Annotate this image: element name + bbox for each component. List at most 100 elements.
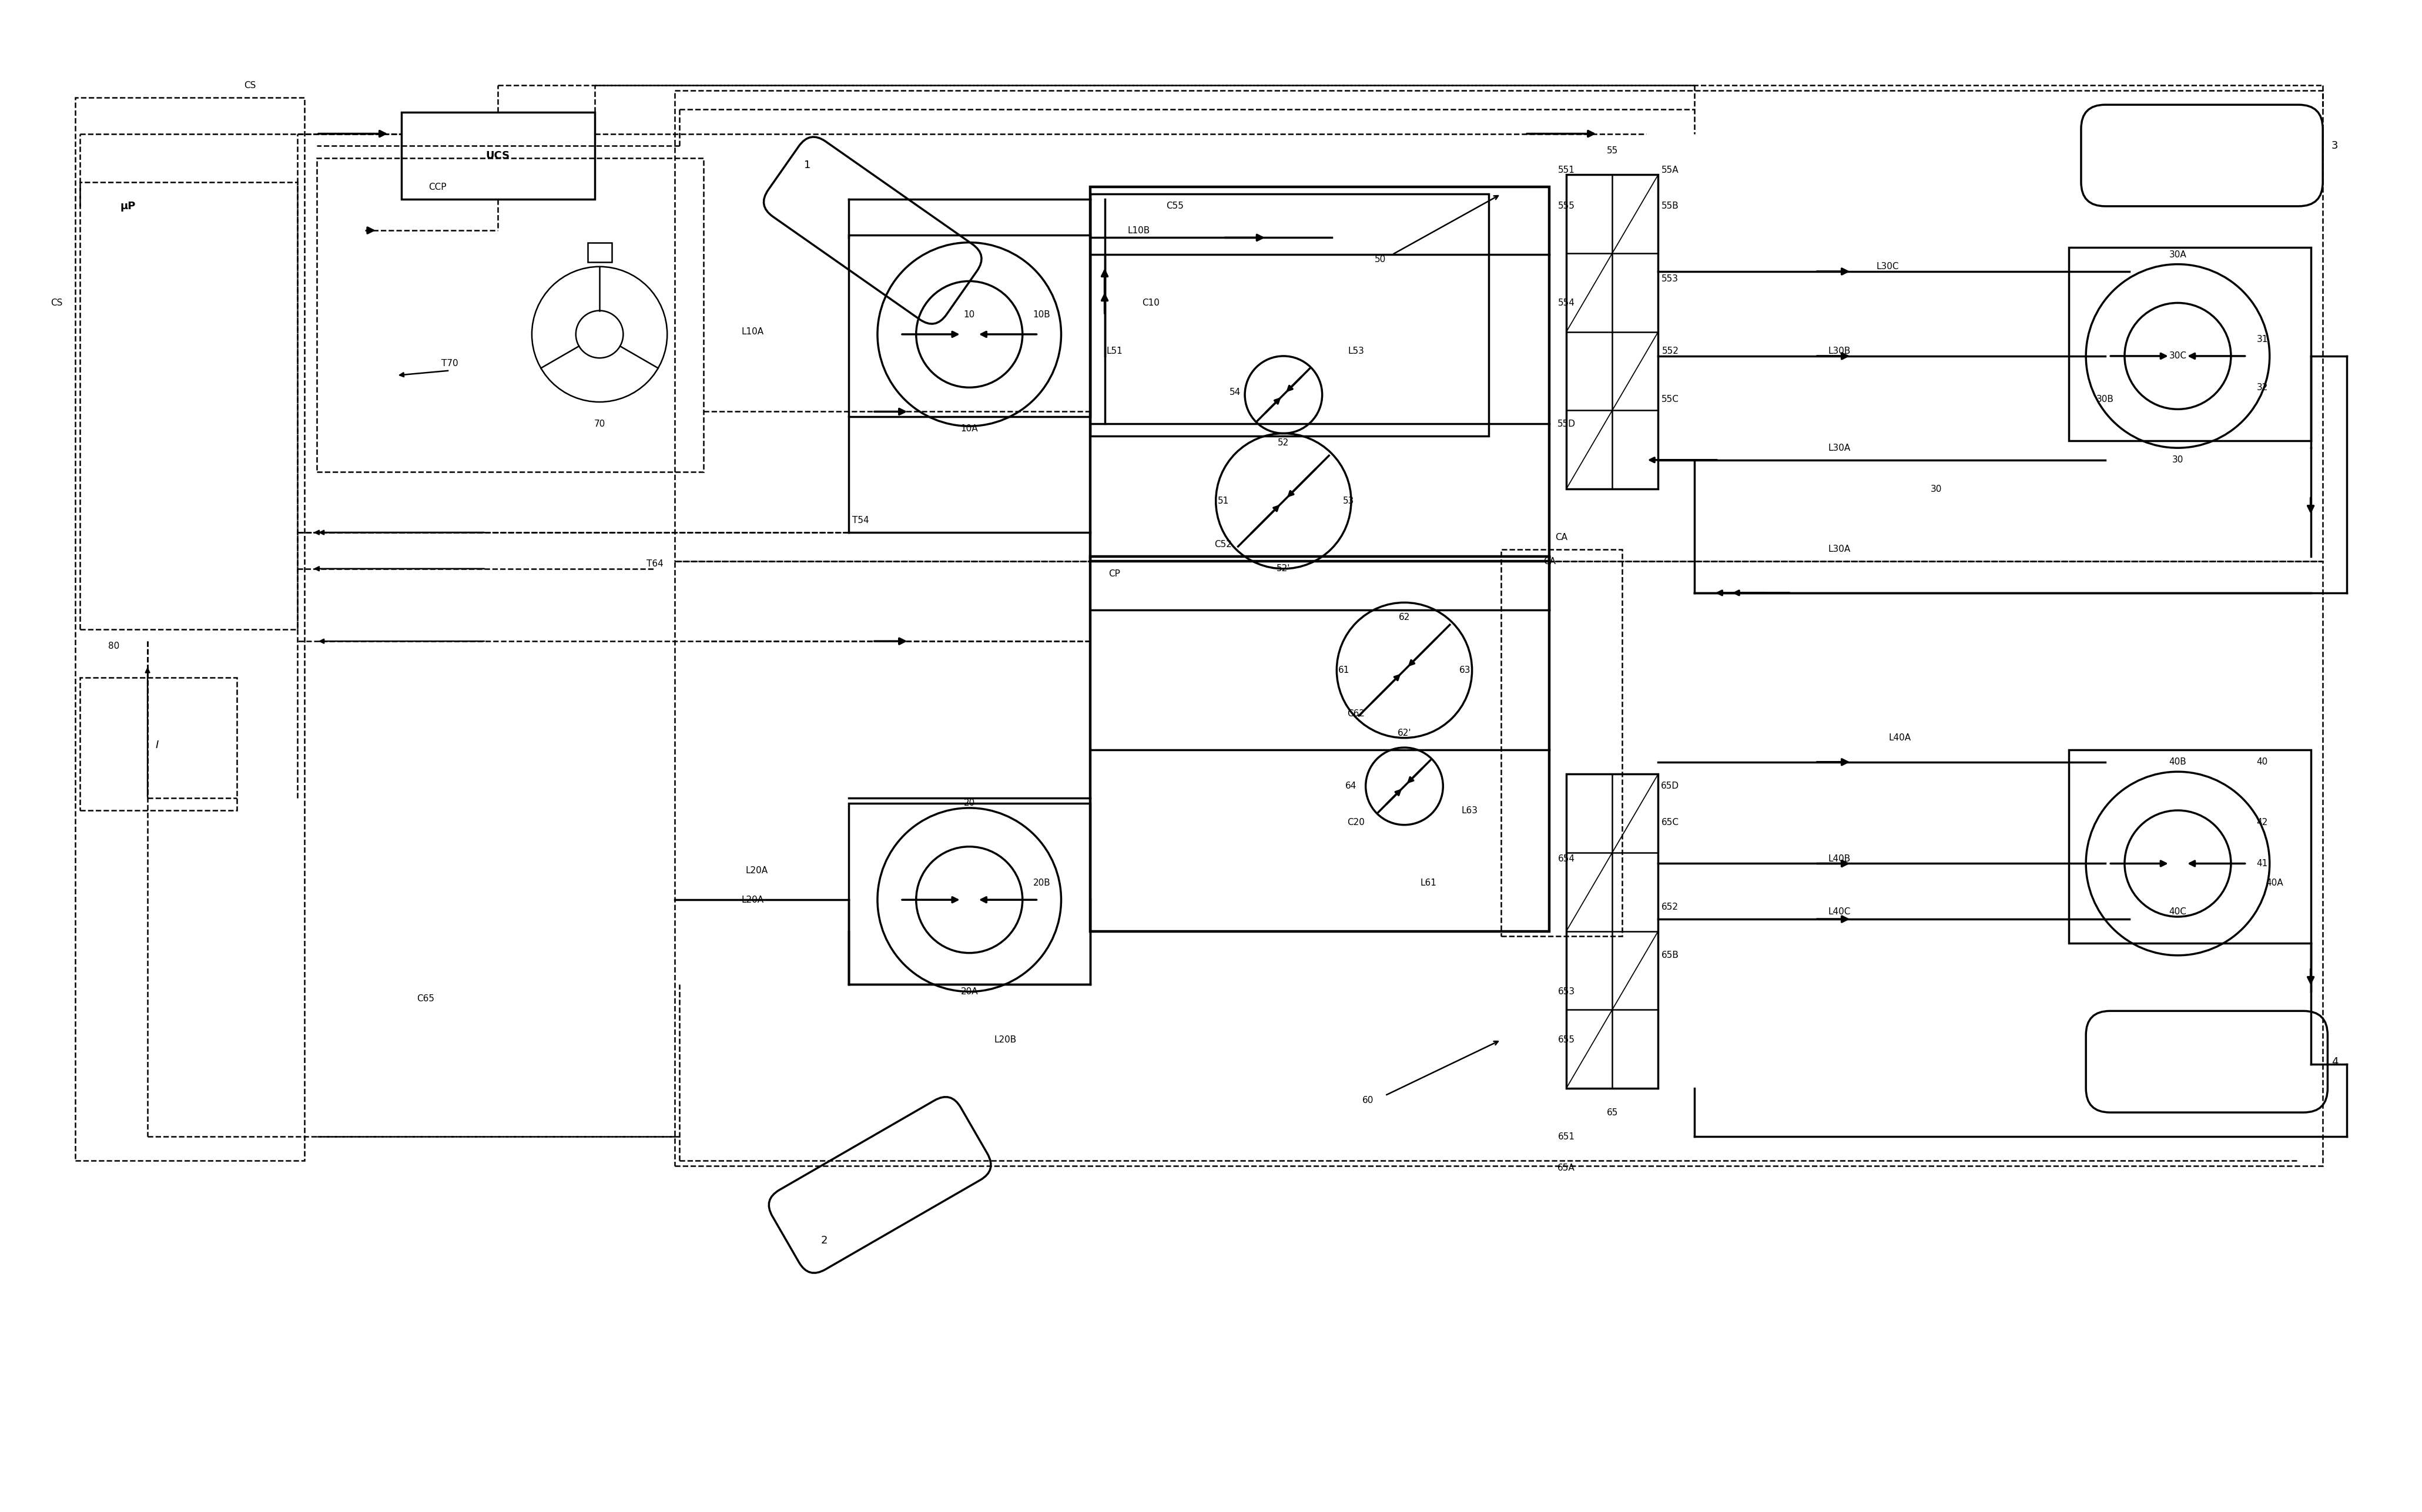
Text: L20A: L20A bbox=[746, 866, 768, 875]
Text: L40B: L40B bbox=[1829, 854, 1850, 863]
Text: 10: 10 bbox=[964, 310, 976, 319]
Text: 30B: 30B bbox=[2097, 395, 2114, 404]
Text: 65C: 65C bbox=[1661, 818, 1678, 827]
Text: UCS: UCS bbox=[487, 150, 511, 160]
Text: 40: 40 bbox=[2257, 758, 2267, 767]
Bar bbox=[848, 236, 1090, 416]
Text: 55A: 55A bbox=[1661, 166, 1678, 174]
Text: 3: 3 bbox=[2332, 141, 2337, 151]
Text: C62: C62 bbox=[1347, 709, 1366, 718]
Bar bbox=[317, 157, 702, 472]
Text: 553: 553 bbox=[1661, 274, 1678, 283]
Bar bbox=[1090, 187, 1550, 561]
Text: 50: 50 bbox=[1376, 256, 1385, 263]
Bar bbox=[589, 242, 613, 262]
Text: 20: 20 bbox=[964, 798, 976, 807]
Text: I: I bbox=[155, 739, 160, 750]
Bar bbox=[80, 677, 237, 810]
Bar bbox=[402, 112, 596, 200]
Text: CA: CA bbox=[1555, 532, 1567, 541]
Text: CS: CS bbox=[51, 298, 63, 307]
Text: L61: L61 bbox=[1419, 878, 1436, 888]
Bar bbox=[1090, 194, 1490, 435]
Bar bbox=[1567, 175, 1659, 488]
Text: 1: 1 bbox=[804, 160, 811, 171]
Bar bbox=[673, 91, 2323, 561]
Text: 62: 62 bbox=[1397, 612, 1410, 621]
Text: 55C: 55C bbox=[1661, 395, 1678, 404]
Text: CP: CP bbox=[1109, 569, 1119, 578]
Text: 555: 555 bbox=[1557, 201, 1574, 210]
Text: 80: 80 bbox=[109, 641, 119, 650]
Text: C10: C10 bbox=[1141, 298, 1160, 307]
Text: C65: C65 bbox=[417, 995, 434, 1004]
Text: 554: 554 bbox=[1557, 298, 1574, 307]
Bar bbox=[80, 181, 298, 629]
Text: 652: 652 bbox=[1661, 903, 1678, 912]
Text: L40A: L40A bbox=[1889, 733, 1911, 742]
Text: L20A: L20A bbox=[741, 895, 763, 904]
Text: 10A: 10A bbox=[962, 425, 978, 432]
Text: L53: L53 bbox=[1347, 346, 1364, 355]
Text: 40B: 40B bbox=[2170, 758, 2187, 767]
Bar bbox=[673, 561, 2323, 1166]
Bar bbox=[2068, 248, 2311, 440]
Text: 62': 62' bbox=[1397, 729, 1412, 738]
Text: 2: 2 bbox=[821, 1235, 828, 1246]
Text: 63: 63 bbox=[1458, 665, 1470, 674]
Text: L30A: L30A bbox=[1829, 443, 1850, 452]
Text: 41: 41 bbox=[2257, 859, 2267, 868]
Text: L30C: L30C bbox=[1877, 262, 1899, 271]
Text: 20A: 20A bbox=[962, 987, 978, 996]
Text: C52: C52 bbox=[1213, 540, 1233, 549]
Text: 552: 552 bbox=[1661, 346, 1678, 355]
Bar bbox=[848, 803, 1090, 984]
Text: T54: T54 bbox=[853, 516, 869, 525]
Text: 653: 653 bbox=[1557, 987, 1574, 996]
Text: L20B: L20B bbox=[995, 1036, 1017, 1045]
Text: 60: 60 bbox=[1364, 1096, 1373, 1105]
Text: 31: 31 bbox=[2257, 334, 2267, 343]
Text: L30A: L30A bbox=[1829, 544, 1850, 553]
Text: T70: T70 bbox=[441, 358, 458, 367]
Text: 65D: 65D bbox=[1661, 782, 1678, 791]
Text: 10B: 10B bbox=[1034, 310, 1051, 319]
Text: L10B: L10B bbox=[1126, 225, 1150, 234]
Text: 55D: 55D bbox=[1557, 419, 1574, 428]
Text: T64: T64 bbox=[647, 559, 664, 569]
Text: CS: CS bbox=[245, 82, 257, 89]
Text: 65A: 65A bbox=[1557, 1164, 1574, 1172]
Bar bbox=[1567, 774, 1659, 1089]
Text: C20: C20 bbox=[1347, 818, 1364, 827]
Text: L51: L51 bbox=[1107, 346, 1121, 355]
Text: L63: L63 bbox=[1460, 806, 1477, 815]
Text: 54: 54 bbox=[1230, 389, 1240, 396]
Text: 30: 30 bbox=[1930, 484, 1942, 493]
Text: 30C: 30C bbox=[2170, 352, 2187, 360]
Text: 655: 655 bbox=[1557, 1036, 1574, 1045]
Text: CA: CA bbox=[1543, 556, 1555, 565]
Text: L10A: L10A bbox=[741, 328, 763, 336]
Text: 61: 61 bbox=[1339, 665, 1349, 674]
Text: 32: 32 bbox=[2257, 383, 2267, 392]
Text: 52: 52 bbox=[1279, 438, 1289, 448]
Text: µP: µP bbox=[121, 201, 136, 212]
Text: L40C: L40C bbox=[1829, 907, 1850, 916]
Text: 30A: 30A bbox=[2170, 249, 2187, 259]
Text: 651: 651 bbox=[1557, 1132, 1574, 1142]
Text: 64: 64 bbox=[1347, 782, 1356, 791]
Text: 55B: 55B bbox=[1661, 201, 1678, 210]
Bar bbox=[2068, 750, 2311, 943]
Text: 52': 52' bbox=[1276, 564, 1291, 573]
Text: 40C: 40C bbox=[2170, 907, 2187, 916]
Text: 30: 30 bbox=[2173, 455, 2185, 464]
Text: 53: 53 bbox=[1344, 496, 1354, 505]
Text: 40A: 40A bbox=[2265, 878, 2284, 888]
Bar bbox=[1090, 556, 1550, 931]
Text: 70: 70 bbox=[593, 419, 606, 428]
Text: 551: 551 bbox=[1557, 166, 1574, 174]
Text: 42: 42 bbox=[2257, 818, 2267, 827]
Text: 65B: 65B bbox=[1661, 951, 1678, 960]
Text: 51: 51 bbox=[1218, 496, 1228, 505]
Text: 20B: 20B bbox=[1034, 878, 1051, 888]
